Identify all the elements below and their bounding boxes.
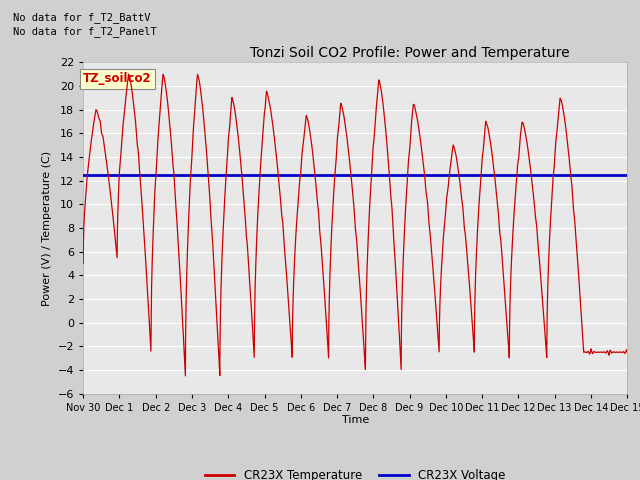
Title: Tonzi Soil CO2 Profile: Power and Temperature: Tonzi Soil CO2 Profile: Power and Temper… (250, 46, 570, 60)
Text: No data for f_T2_PanelT: No data for f_T2_PanelT (13, 26, 157, 37)
Y-axis label: Power (V) / Temperature (C): Power (V) / Temperature (C) (42, 150, 52, 306)
Legend: CR23X Temperature, CR23X Voltage: CR23X Temperature, CR23X Voltage (200, 465, 511, 480)
Text: TZ_soilco2: TZ_soilco2 (83, 72, 152, 85)
X-axis label: Time: Time (342, 415, 369, 425)
Text: No data for f_T2_BattV: No data for f_T2_BattV (13, 12, 150, 23)
